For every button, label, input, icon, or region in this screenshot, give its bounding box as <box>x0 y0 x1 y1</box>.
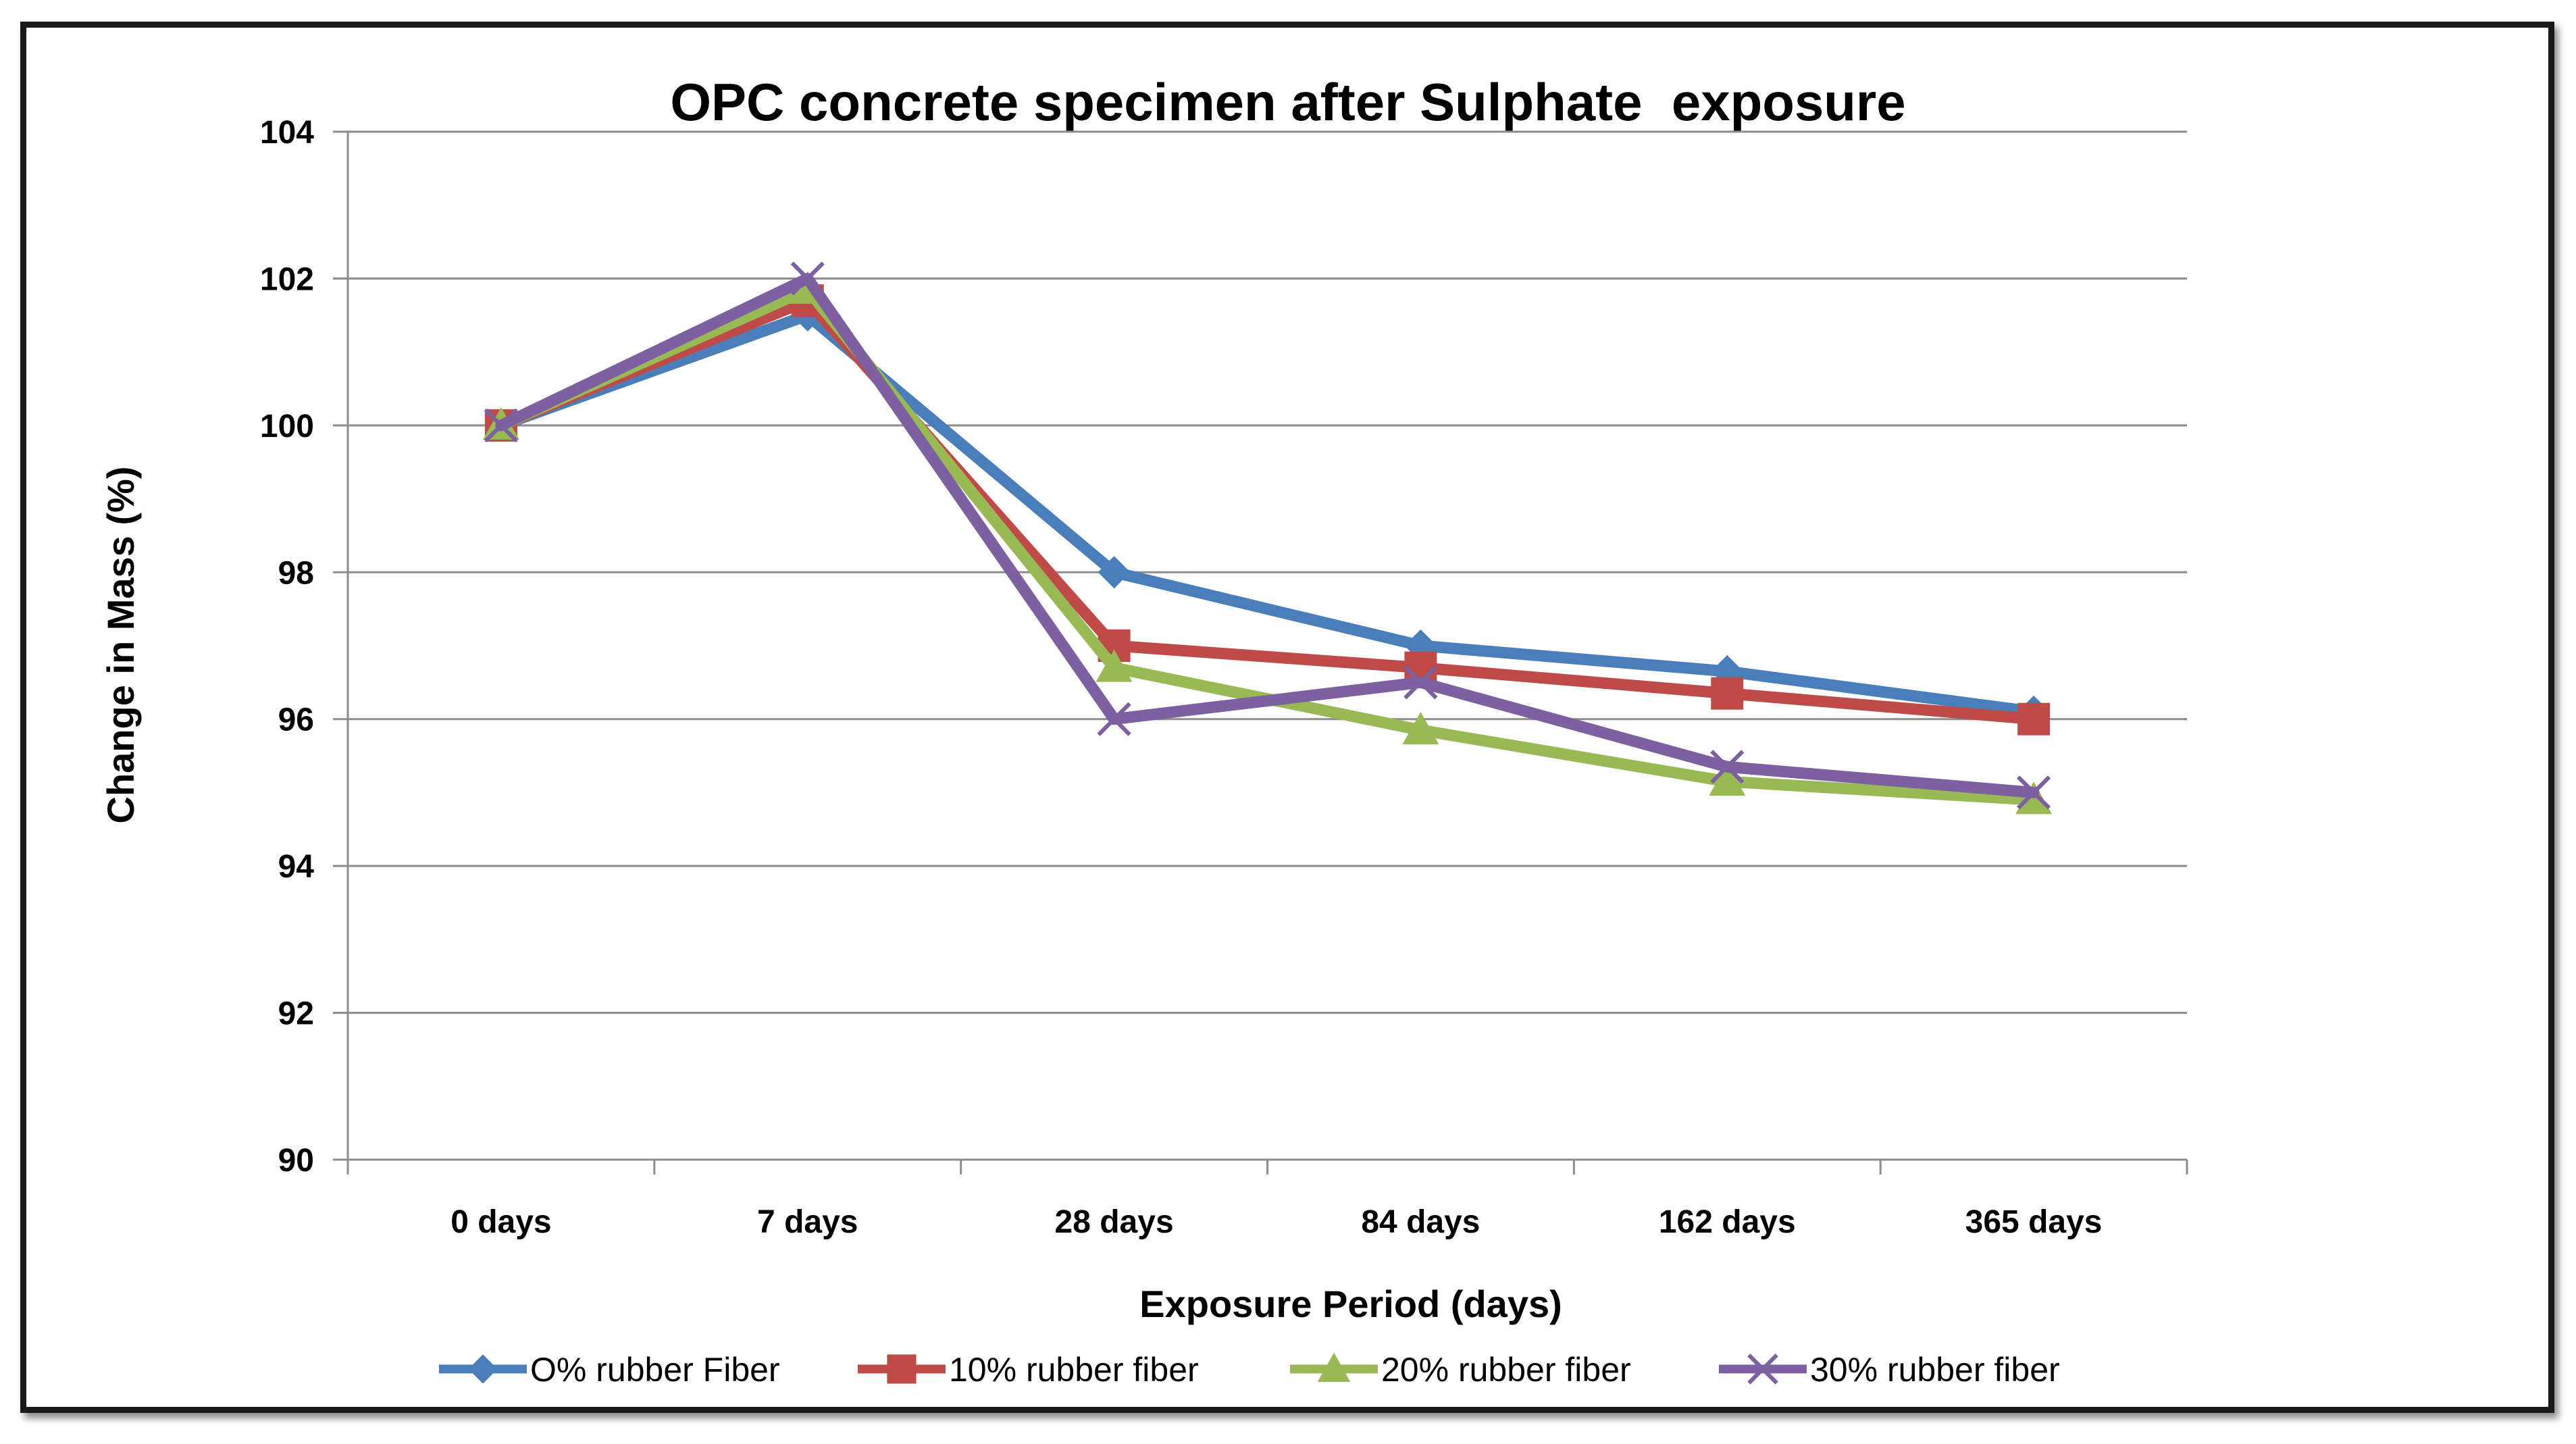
y-tick-label: 102 <box>260 261 314 297</box>
series-line-group <box>484 299 2051 728</box>
x-tick-label: 84 days <box>1361 1204 1480 1240</box>
data-point-diamond <box>1098 556 1131 589</box>
series-group <box>482 261 2053 815</box>
series-line <box>495 309 2040 718</box>
y-tick-label: 94 <box>278 849 315 885</box>
x-axis-label: Exposure Period (days) <box>1139 1283 1562 1325</box>
x-tick-label: 365 days <box>1965 1204 2103 1240</box>
chart-title: OPC concrete specimen after Sulphate exp… <box>670 72 1905 132</box>
y-tick-label: 92 <box>278 996 314 1032</box>
axes <box>333 130 2188 1175</box>
y-axis-label: Change in Mass (%) <box>99 467 142 824</box>
data-point-x <box>2016 775 2051 810</box>
x-tick-labels: 0 days 7 days 28 days 84 days 162 days 365 da… <box>450 1204 2102 1240</box>
data-point-x <box>790 261 825 296</box>
y-tick-label: 96 <box>278 702 314 738</box>
x-tick-label: 0 days <box>450 1204 551 1240</box>
legend-item: 20% rubber fiber <box>1290 1351 1631 1389</box>
data-point-square <box>887 1354 917 1384</box>
y-tick-label: 90 <box>278 1143 314 1179</box>
series-line <box>495 284 2040 806</box>
y-tick-label: 104 <box>260 115 314 151</box>
data-point-x <box>484 408 519 442</box>
legend-label: 20% rubber fiber <box>1381 1351 1631 1389</box>
data-point-x <box>1710 750 1745 784</box>
data-point-square <box>1711 677 1744 710</box>
x-tick-label: 7 days <box>757 1204 858 1240</box>
data-point-x <box>1403 665 1438 700</box>
data-point-triangle <box>1402 712 1439 745</box>
series-line <box>495 272 2040 798</box>
gridlines <box>348 130 2187 1014</box>
y-tick-labels: 90 92 94 96 98 100 102 104 <box>260 115 314 1179</box>
data-point-triangle <box>1317 1352 1351 1382</box>
data-point-triangle <box>1096 649 1133 682</box>
legend-label: 30% rubber fiber <box>1810 1351 2060 1389</box>
x-tick-label: 28 days <box>1055 1204 1174 1240</box>
legend: O% rubber Fiber 10% rubber fiber 20% rubbe… <box>439 1351 2060 1389</box>
chart-frame <box>20 22 2554 1413</box>
x-tick-label: 162 days <box>1659 1204 1796 1240</box>
y-tick-label: 98 <box>278 555 314 591</box>
legend-label: O% rubber Fiber <box>530 1351 780 1389</box>
series-line <box>495 294 2040 725</box>
data-point-diamond <box>468 1354 498 1384</box>
legend-item: 30% rubber fiber <box>1719 1351 2060 1389</box>
data-point-x <box>1097 702 1131 736</box>
legend-item: 10% rubber fiber <box>858 1351 1199 1389</box>
data-point-triangle <box>1709 763 1746 796</box>
data-point-x <box>1747 1353 1778 1385</box>
series-line-group <box>484 261 2051 810</box>
legend-item: O% rubber Fiber <box>439 1351 780 1389</box>
legend-label: 10% rubber fiber <box>949 1351 1199 1389</box>
y-tick-label: 100 <box>260 409 314 444</box>
data-point-square <box>2017 702 2051 736</box>
